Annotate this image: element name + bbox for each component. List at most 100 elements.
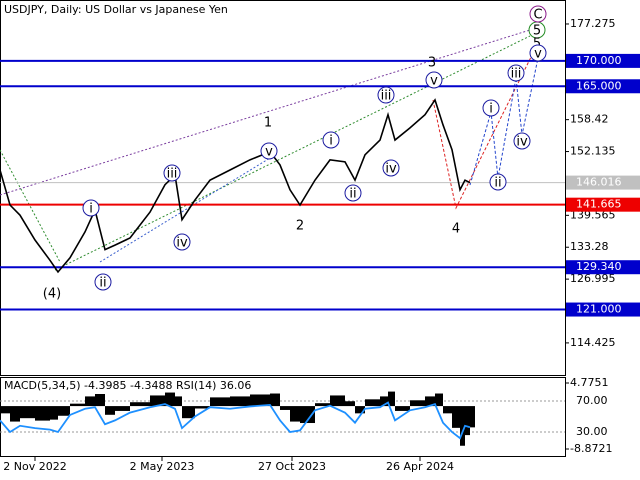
wave-label: v — [430, 74, 438, 89]
wave-label: 2 — [296, 219, 304, 234]
x-tick-label: 26 Apr 2024 — [386, 460, 454, 473]
macd-bar — [290, 406, 300, 422]
macd-bar — [355, 406, 365, 414]
y-tick-label: 152.135 — [570, 145, 616, 158]
last-price-box — [566, 175, 640, 190]
macd-bar — [85, 396, 95, 407]
macd-bar — [380, 396, 388, 407]
wave-label: (4) — [43, 287, 61, 302]
level-box — [566, 197, 640, 212]
wave-label: 3 — [428, 56, 436, 71]
macd-bar — [10, 406, 20, 422]
wave-circle — [482, 99, 500, 117]
macd-bar — [105, 406, 115, 415]
macd-bar — [230, 396, 250, 407]
y-tick-label: 158.42 — [570, 113, 609, 126]
macd-bar — [70, 403, 85, 407]
level-box — [566, 260, 640, 275]
drawings — [0, 29, 539, 271]
wave-label: 5 — [533, 24, 541, 39]
macd-bar — [165, 392, 175, 407]
macd-bar — [452, 406, 460, 428]
indicator-title: MACD(5,34,5) -4.3985 -4.3488 RSI(14) 36.… — [4, 379, 251, 392]
chart-title: USDJPY, Daily: US Dollar vs Japanese Yen — [4, 3, 228, 16]
level-label: 129.340 — [576, 260, 622, 273]
macd-bar — [50, 406, 58, 420]
wave-label: iv — [385, 162, 397, 177]
y-tick-label: 114.425 — [570, 336, 616, 349]
macd-bar — [410, 400, 425, 407]
channel-line — [54, 35, 531, 271]
last-price-label: 146.016 — [576, 176, 622, 189]
y-tick-label: 4.7751 — [570, 376, 609, 389]
macd-bar — [20, 406, 35, 419]
wave-label: i — [489, 102, 493, 117]
macd-bar — [270, 393, 280, 407]
y-tick-label: 177.275 — [570, 17, 616, 30]
channel-line — [99, 157, 271, 263]
macd-bar — [345, 401, 355, 407]
wave-circle — [322, 131, 340, 149]
macd-bar — [470, 406, 475, 428]
macd-bar — [150, 395, 165, 407]
level-label: 141.665 — [576, 198, 622, 211]
sub-frame — [0, 377, 566, 457]
wave-label: v — [265, 145, 273, 160]
price-line — [0, 98, 471, 274]
wave-circle — [377, 86, 395, 104]
macd-bar — [182, 406, 195, 419]
macd-bar — [95, 393, 105, 407]
level-label: 165.000 — [576, 79, 622, 92]
macd-bar — [0, 406, 10, 414]
macd-bar — [210, 397, 230, 407]
rsi-line — [0, 401, 471, 440]
wave-label: 4 — [452, 222, 460, 237]
forecast-path — [432, 44, 538, 210]
wave-label: v — [534, 47, 542, 62]
macd-bar — [130, 402, 150, 407]
wave-circle — [82, 199, 100, 217]
wave-circle — [173, 233, 191, 251]
wave-label: iii — [381, 89, 392, 104]
y-tick-label: 126.995 — [570, 272, 616, 285]
wave-label: ii — [99, 276, 106, 291]
macd-bar — [195, 406, 210, 409]
wave-circle — [513, 132, 531, 150]
wave-label: i — [329, 134, 333, 149]
wave-label: 1 — [264, 116, 272, 131]
level-box — [566, 53, 640, 68]
y-tick-label: -8.8721 — [570, 442, 612, 455]
macd-bar — [250, 394, 270, 407]
macd-bar — [175, 396, 182, 407]
macd-bar — [365, 399, 380, 407]
wave-circle — [489, 173, 507, 191]
macd-bar — [315, 403, 330, 407]
wave-label: iv — [176, 236, 188, 251]
macd-bar — [330, 395, 345, 407]
wave-circle — [529, 44, 547, 62]
level-label: 170.000 — [576, 54, 622, 67]
macd-bar — [443, 406, 452, 414]
wave-circle — [507, 64, 525, 82]
wave-circle — [163, 164, 181, 182]
wave-circle — [425, 71, 443, 89]
y2-tick-label: 30.00 — [576, 425, 608, 438]
level-label: 121.000 — [576, 303, 622, 316]
wave-label: i — [89, 202, 93, 217]
wave-circle — [260, 142, 278, 160]
channel-line — [0, 29, 531, 196]
wave-label: iii — [167, 167, 178, 182]
wave-label: ii — [494, 176, 501, 191]
wave-circle — [94, 273, 112, 291]
macd-bar — [435, 393, 443, 407]
x-tick-label: 27 Oct 2023 — [258, 460, 326, 473]
wave-label: iii — [511, 67, 522, 82]
wave-circle — [529, 5, 547, 23]
main-frame — [0, 0, 566, 376]
macd-bar — [395, 406, 410, 411]
level-box — [566, 79, 640, 94]
macd-bar — [465, 406, 470, 436]
level-box — [566, 302, 640, 317]
wave-label: 5 — [533, 37, 541, 52]
macd-bar — [300, 406, 315, 424]
